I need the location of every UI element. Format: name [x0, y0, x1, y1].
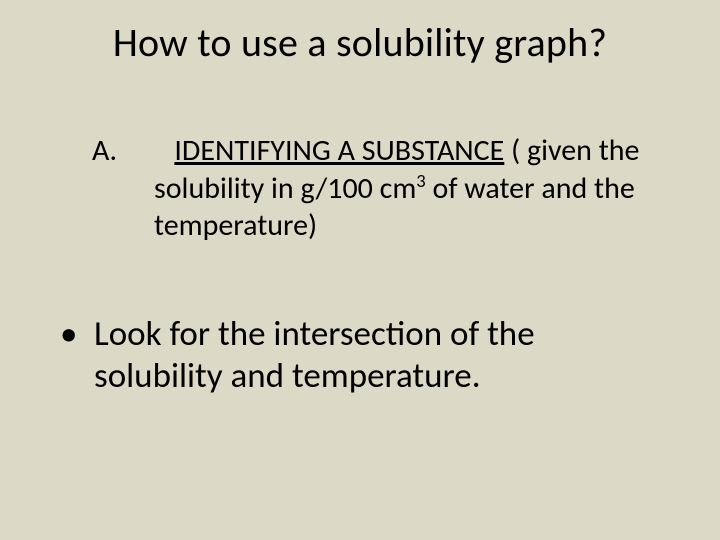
- slide-title: How to use a solubility graph?: [50, 18, 670, 67]
- ident-line2-pre: solubility in g/100 cm: [154, 170, 416, 207]
- list-item-a: A. IDENTIFYING A SUBSTANCE ( given the s…: [50, 132, 670, 245]
- ident-heading-underlined: IDENTIFYING A SUBSTANCE: [174, 132, 504, 169]
- ident-heading: IDENTIFYING A SUBSTANCE: [154, 132, 504, 169]
- list-content-a: IDENTIFYING A SUBSTANCE ( given the solu…: [154, 132, 650, 245]
- ident-rest1: ( given the: [504, 132, 639, 169]
- ident-superscript: 3: [416, 169, 425, 192]
- list-marker-a: A.: [92, 132, 154, 245]
- ident-line3: temperature): [154, 207, 317, 244]
- bullet-text: Look for the intersection of the solubil…: [94, 313, 642, 397]
- ident-line2-post: of water and the: [426, 170, 635, 207]
- bullet-marker: •: [60, 313, 94, 397]
- bullet-item: • Look for the intersection of the solub…: [50, 313, 670, 397]
